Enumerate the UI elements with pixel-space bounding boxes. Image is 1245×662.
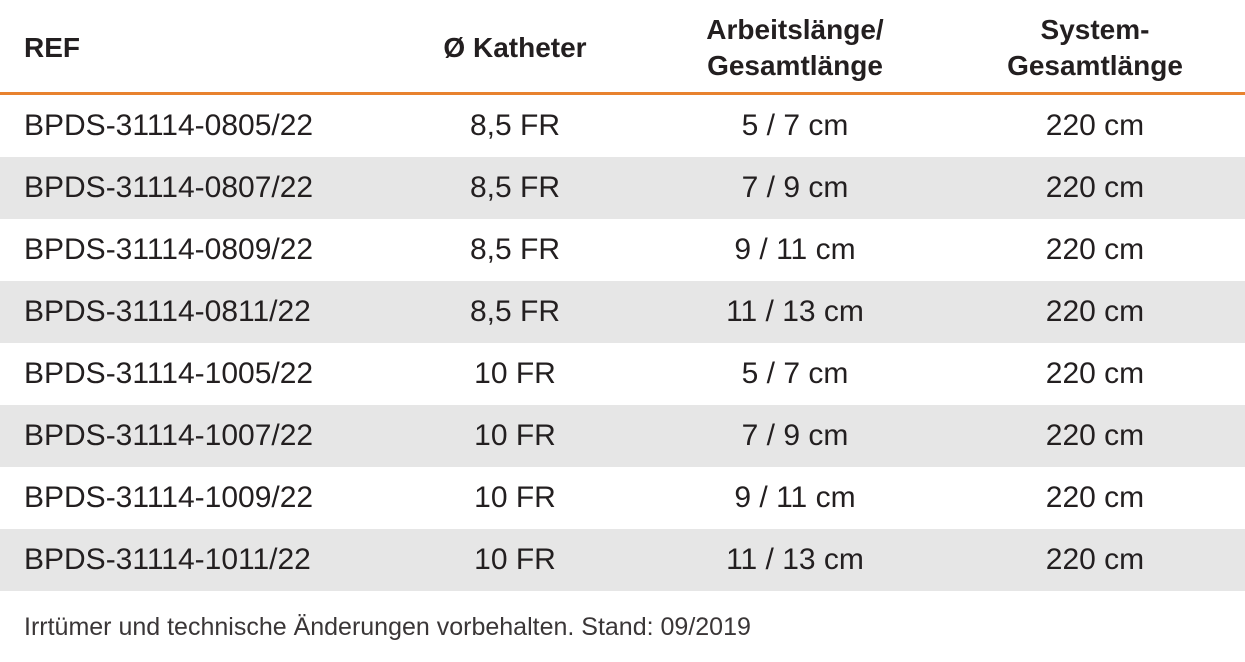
cell-system: 220 cm [1045, 543, 1145, 576]
cell-ref: BPDS-31114-0809/22 [24, 233, 314, 266]
cell-katheter: 10 FR [474, 543, 556, 576]
cell-system: 220 cm [1045, 357, 1145, 390]
cell-ref: BPDS-31114-0811/22 [24, 295, 311, 328]
cell-arbeitslaenge: 9 / 11 cm [734, 481, 856, 514]
table-row: BPDS-31114-0805/22 8,5 FR 5 / 7 cm 220 c… [0, 95, 1245, 157]
column-header-arbeitslaenge-line1: Arbeitslänge/ [706, 13, 884, 45]
cell-arbeitslaenge: 5 / 7 cm [741, 109, 849, 142]
cell-katheter: 10 FR [474, 419, 556, 452]
column-header-ref: REF [24, 31, 80, 63]
cell-system: 220 cm [1045, 233, 1145, 266]
table-row: BPDS-31114-1011/22 10 FR 11 / 13 cm 220 … [0, 529, 1245, 591]
cell-arbeitslaenge: 11 / 13 cm [726, 543, 864, 576]
cell-katheter: 10 FR [474, 481, 556, 514]
cell-ref: BPDS-31114-0805/22 [24, 109, 314, 142]
table-row: BPDS-31114-1007/22 10 FR 7 / 9 cm 220 cm [0, 405, 1245, 467]
footnote: Irrtümer und technische Änderungen vorbe… [24, 613, 751, 641]
column-header-system-line2: Gesamtlänge [1007, 49, 1183, 81]
cell-katheter: 8,5 FR [469, 233, 561, 266]
cell-system: 220 cm [1045, 109, 1145, 142]
column-header-arbeitslaenge-line2: Gesamtlänge [707, 49, 883, 81]
cell-arbeitslaenge: 5 / 7 cm [741, 357, 849, 390]
column-header-katheter: Ø Katheter [443, 31, 587, 63]
cell-arbeitslaenge: 11 / 13 cm [726, 295, 864, 328]
cell-arbeitslaenge: 7 / 9 cm [741, 419, 849, 452]
cell-ref: BPDS-31114-1009/22 [24, 481, 314, 514]
cell-ref: BPDS-31114-1007/22 [24, 419, 314, 452]
cell-katheter: 8,5 FR [469, 295, 561, 328]
table-row: BPDS-31114-0807/22 8,5 FR 7 / 9 cm 220 c… [0, 157, 1245, 219]
cell-ref: BPDS-31114-0807/22 [24, 171, 314, 204]
table-row: BPDS-31114-0811/22 8,5 FR 11 / 13 cm 220… [0, 281, 1245, 343]
cell-katheter: 8,5 FR [469, 109, 561, 142]
table-body: BPDS-31114-0805/22 8,5 FR 5 / 7 cm 220 c… [0, 95, 1245, 591]
table-row: BPDS-31114-0809/22 8,5 FR 9 / 11 cm 220 … [0, 219, 1245, 281]
table-header: REF Ø Katheter Arbeitslänge/ Gesamtlänge… [0, 0, 1245, 95]
cell-system: 220 cm [1045, 481, 1145, 514]
cell-arbeitslaenge: 9 / 11 cm [734, 233, 856, 266]
column-header-arbeitslaenge: Arbeitslänge/ Gesamtlänge [670, 0, 920, 95]
product-table: REF Ø Katheter Arbeitslänge/ Gesamtlänge… [0, 0, 1245, 591]
cell-system: 220 cm [1045, 419, 1145, 452]
cell-system: 220 cm [1045, 171, 1145, 204]
column-header-system: System- Gesamtlänge [975, 0, 1215, 95]
cell-ref: BPDS-31114-1011/22 [24, 543, 311, 576]
cell-katheter: 8,5 FR [469, 171, 561, 204]
column-header-system-line1: System- [1040, 13, 1150, 45]
cell-arbeitslaenge: 7 / 9 cm [741, 171, 849, 204]
cell-system: 220 cm [1045, 295, 1145, 328]
cell-katheter: 10 FR [474, 357, 556, 390]
cell-ref: BPDS-31114-1005/22 [24, 357, 314, 390]
table-row: BPDS-31114-1005/22 10 FR 5 / 7 cm 220 cm [0, 343, 1245, 405]
table-row: BPDS-31114-1009/22 10 FR 9 / 11 cm 220 c… [0, 467, 1245, 529]
